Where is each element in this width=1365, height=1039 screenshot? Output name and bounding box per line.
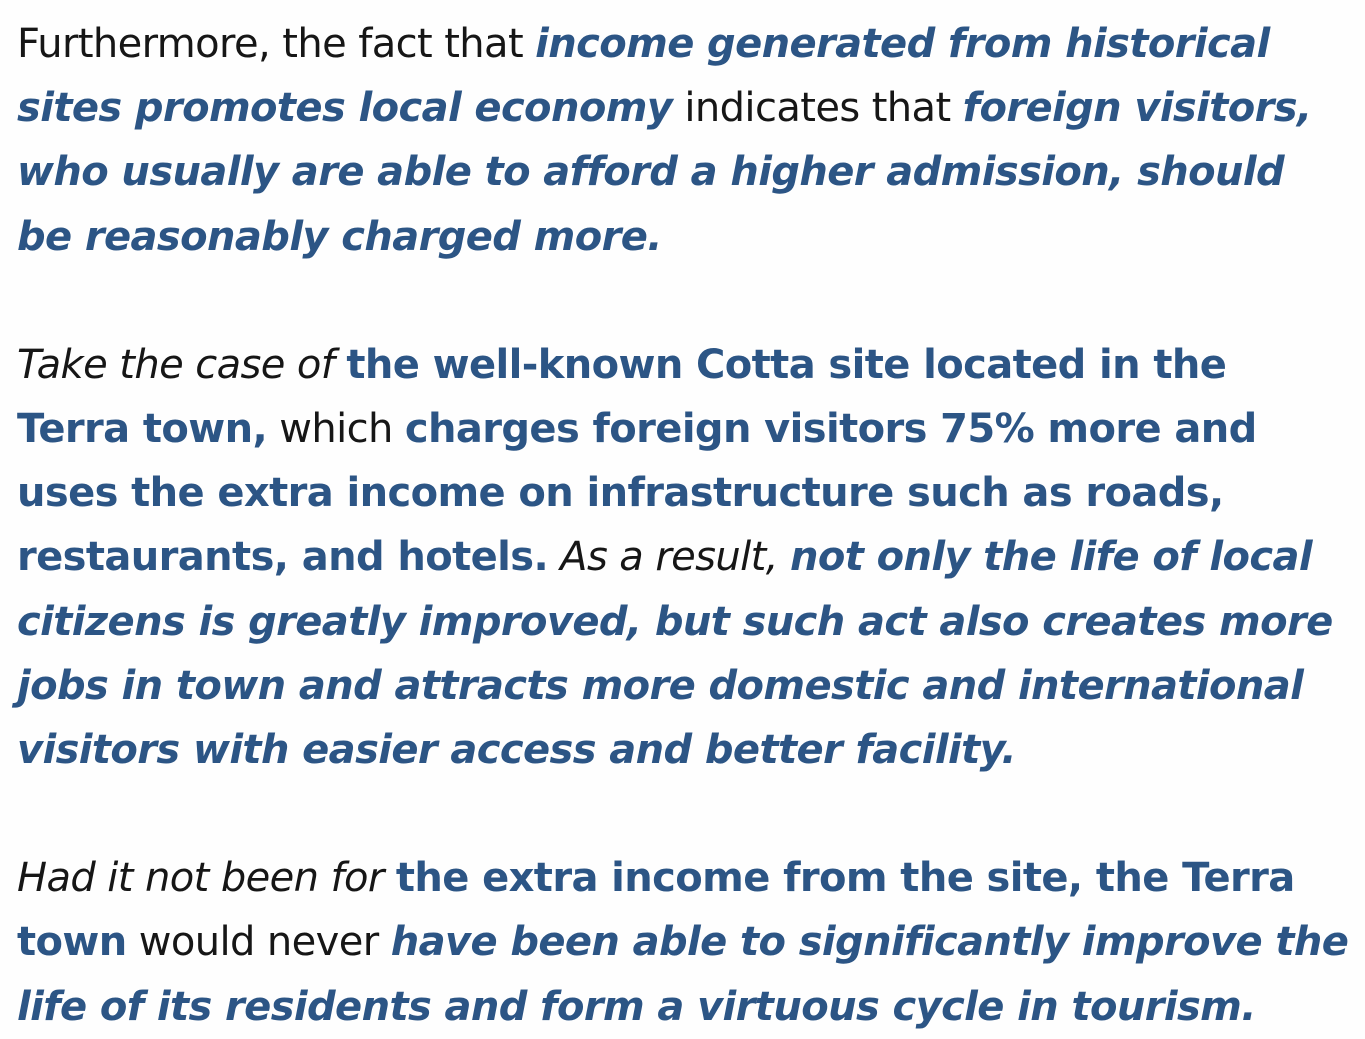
paragraph-3: Had it not been for the extra income fro…	[17, 846, 1351, 1039]
highlighted-text-segment: the extra income from the site, the Terr…	[17, 855, 1295, 966]
paragraph-1: Furthermore, the fact that income genera…	[17, 12, 1351, 269]
text-segment: indicates that	[672, 85, 963, 132]
text-segment: Take the case of	[17, 341, 347, 388]
text-segment: Had it not been for	[17, 855, 396, 902]
highlighted-text-segment: charges foreign visitors 75% more and us…	[17, 406, 1257, 581]
highlighted-text-segment: income generated from historical sites p…	[17, 21, 1270, 132]
highlighted-text-segment: not only the life of local citizens is g…	[17, 534, 1333, 774]
text-segment: which	[267, 406, 405, 453]
text-segment: As a result,	[548, 534, 790, 581]
highlighted-text-segment: the well-known Cotta site located in the…	[17, 341, 1227, 453]
highlighted-text-segment: have been able to significantly improve …	[17, 919, 1349, 1030]
paragraph-2: Take the case of the well-known Cotta si…	[17, 333, 1351, 782]
text-segment: would never	[126, 919, 391, 966]
highlighted-text-segment: foreign visitors, who usually are able t…	[17, 85, 1312, 260]
text-segment: Furthermore, the fact that	[17, 21, 536, 67]
